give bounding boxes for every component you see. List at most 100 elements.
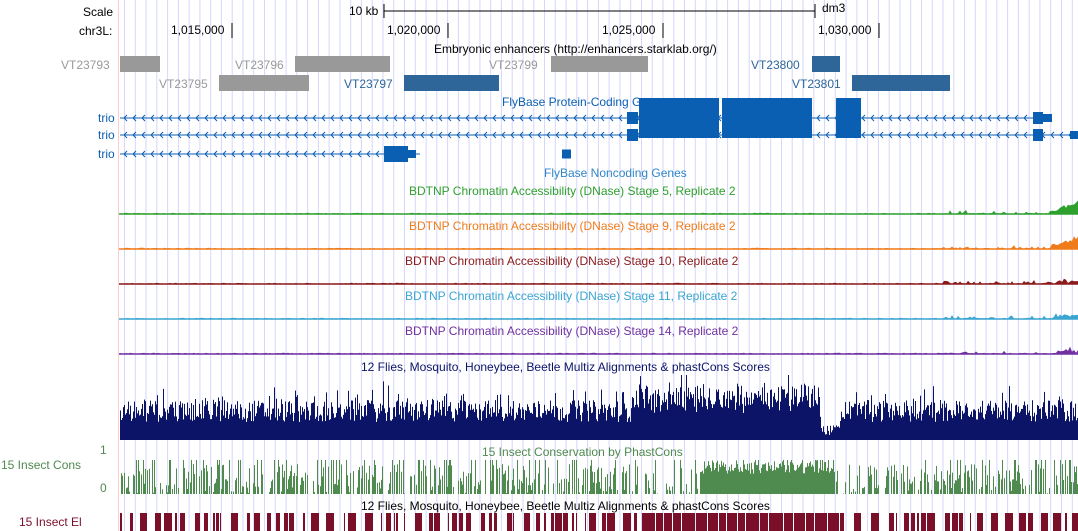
multiz-bar (666, 399, 667, 440)
phastcons-bar (765, 463, 766, 494)
multiz-bar (254, 400, 255, 440)
strand-arrow-icon (663, 131, 668, 139)
multiz-bar (839, 427, 840, 440)
gene-exon[interactable] (722, 98, 812, 138)
gene-label[interactable]: trio (98, 147, 115, 161)
enhancer-block[interactable] (295, 56, 390, 72)
phastcons-bar (218, 464, 219, 494)
phastcons-bar (952, 472, 953, 494)
strand-arrow-icon (123, 131, 128, 139)
enhancer-label[interactable]: VT23799 (489, 58, 538, 72)
multiz-bar (621, 414, 622, 440)
phastcons-bar (888, 470, 889, 494)
gene-exon[interactable] (1033, 129, 1043, 141)
phastcons-bar (154, 460, 155, 494)
phastcons-bar (568, 481, 569, 494)
enhancer-label[interactable]: VT23801 (792, 77, 841, 91)
multiz-bar (1036, 414, 1037, 440)
gene-label[interactable]: trio (98, 111, 115, 125)
elements-side-label[interactable]: 15 Insect El (19, 515, 82, 529)
multiz-bar (529, 410, 530, 440)
dnase-stage10-title[interactable]: BDTNP Chromatin Accessibility (DNase) St… (405, 254, 739, 268)
phastcons-track-title[interactable]: 15 Insect Conservation by PhastCons (482, 445, 683, 459)
dnase-stage11-title[interactable]: BDTNP Chromatin Accessibility (DNase) St… (405, 289, 738, 303)
multiz-bar (882, 419, 883, 440)
multiz-bar (176, 416, 177, 440)
phastcons-bar (751, 462, 752, 494)
phastcons-bar (590, 465, 591, 494)
gene-exon[interactable] (639, 98, 719, 138)
enhancer-label[interactable]: VT23800 (751, 58, 800, 72)
enhancer-label[interactable]: VT23796 (235, 58, 284, 72)
multiz-bar (483, 410, 484, 440)
enhancer-block[interactable] (812, 56, 840, 72)
enhancer-block[interactable] (120, 56, 160, 72)
phastcons-bar (566, 478, 567, 494)
gene-exon[interactable] (1040, 114, 1052, 122)
enhancer-label[interactable]: VT23795 (159, 77, 208, 91)
strand-arrow-icon (231, 150, 236, 158)
multiz-bar (1050, 416, 1051, 440)
dnase-tracks (119, 200, 1078, 355)
strand-arrow-icon (204, 131, 209, 139)
enhancer-block[interactable] (551, 56, 648, 72)
strand-arrow-icon (978, 114, 983, 122)
multiz-bar (337, 390, 338, 440)
enhancer-block[interactable] (219, 75, 309, 91)
phastcons-bar (317, 460, 318, 494)
multiz-bar (515, 418, 516, 440)
gene-exon[interactable] (627, 112, 638, 124)
elements-track-title[interactable]: 12 Flies, Mosquito, Honeybee, Beetle Mul… (361, 499, 770, 513)
phastcons-bar (645, 473, 646, 494)
phastcons-bar (950, 460, 951, 494)
enhancer-block[interactable] (404, 75, 499, 91)
strand-arrow-icon (744, 131, 749, 139)
multiz-bar (1060, 401, 1061, 440)
phastcons-bar (689, 492, 690, 494)
gene-exon[interactable] (1070, 131, 1078, 139)
conserved-element (213, 513, 215, 531)
multiz-bar (772, 407, 773, 440)
enhancer-label[interactable]: VT23793 (61, 58, 110, 72)
gene-exon[interactable] (1033, 112, 1043, 124)
enhancer-block[interactable] (852, 75, 950, 91)
multiz-bar (673, 391, 674, 440)
multiz-track-title[interactable]: 12 Flies, Mosquito, Honeybee, Beetle Mul… (361, 360, 770, 374)
multiz-bar (179, 405, 180, 440)
multiz-bar (955, 416, 956, 440)
gene-exon[interactable] (627, 129, 638, 141)
phastcons-bar (1006, 470, 1007, 494)
phastcons-bar (836, 481, 837, 494)
strand-arrow-icon (924, 131, 929, 139)
enhancer-track[interactable] (120, 56, 950, 91)
grid-line (834, 0, 836, 531)
phastcons-bar (1035, 460, 1036, 494)
multiz-bar (976, 419, 977, 440)
multiz-bar (411, 415, 412, 440)
dnase-stage9-title[interactable]: BDTNP Chromatin Accessibility (DNase) St… (409, 219, 736, 233)
enhancers-track-title[interactable]: Embryonic enhancers (http://enhancers.st… (434, 42, 717, 56)
dnase-stage14-title[interactable]: BDTNP Chromatin Accessibility (DNase) St… (405, 324, 739, 338)
gene-label[interactable]: trio (98, 128, 115, 142)
multiz-bar (145, 401, 146, 440)
protein-coding-track-title[interactable]: FlyBase Protein-Coding Genes (502, 95, 668, 109)
dnase-stage5-title[interactable]: BDTNP Chromatin Accessibility (DNase) St… (409, 184, 736, 198)
multiz-bar (243, 417, 244, 440)
gene-exon[interactable] (384, 146, 408, 162)
enhancer-label[interactable]: VT23797 (344, 77, 393, 91)
phastcons-side-label[interactable]: 15 Insect Cons (1, 458, 82, 472)
strand-arrow-icon (438, 131, 443, 139)
conserved-element (466, 513, 471, 531)
gene-exon[interactable] (562, 149, 571, 159)
gene-exon[interactable] (408, 150, 416, 158)
gene-exon[interactable] (836, 98, 861, 138)
phastcons-bar (921, 469, 922, 494)
multiz-bar (1001, 414, 1002, 440)
protein-coding-track[interactable] (120, 98, 1078, 162)
strand-arrow-icon (465, 114, 470, 122)
strand-arrow-icon (276, 114, 281, 122)
multiz-bar (467, 417, 468, 440)
noncoding-track-title[interactable]: FlyBase Noncoding Genes (544, 166, 687, 180)
